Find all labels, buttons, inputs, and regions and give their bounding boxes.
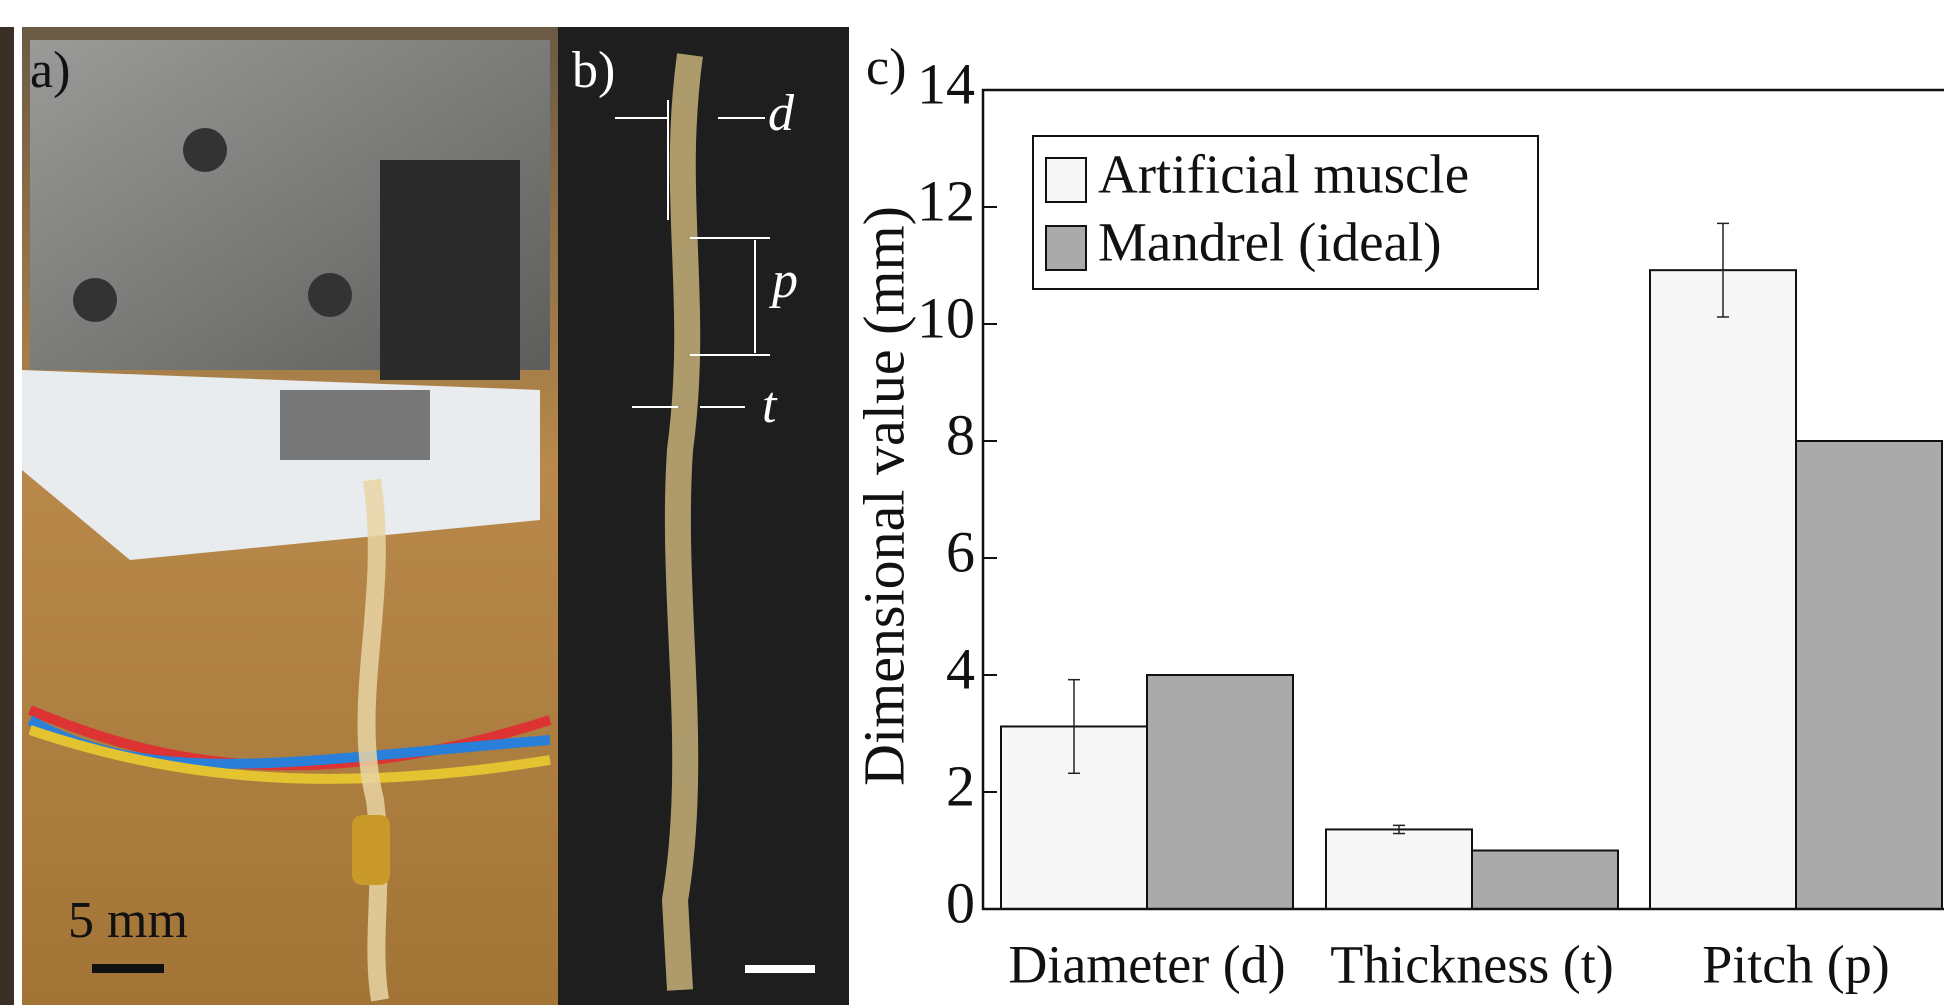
bar — [1796, 441, 1942, 909]
x-tick-label: Pitch (p) — [1702, 934, 1889, 994]
photo-b — [558, 27, 849, 1005]
bar — [1650, 270, 1796, 909]
panel-label: c) — [866, 39, 906, 96]
y-axis-label: Dimensional value (mm) — [851, 206, 916, 786]
y-tick-label: 6 — [946, 519, 975, 584]
panel-label: a) — [30, 42, 70, 99]
legend-swatch — [1046, 158, 1086, 202]
x-tick-label: Diameter (d) — [1008, 934, 1285, 994]
legend-label: Artificial muscle — [1098, 144, 1469, 205]
bar — [1472, 851, 1618, 910]
legend-label: Mandrel (ideal) — [1098, 212, 1442, 273]
bar — [1326, 829, 1472, 909]
annotation: t — [762, 377, 778, 434]
y-tick-label: 2 — [946, 753, 975, 818]
y-tick-label: 10 — [917, 285, 975, 350]
y-tick-label: 12 — [917, 168, 975, 233]
photo-a — [0, 27, 558, 1005]
annotation: p — [768, 252, 798, 309]
x-tick-label: Thickness (t) — [1330, 934, 1613, 994]
panel-label: b) — [572, 42, 615, 99]
legend-swatch — [1046, 226, 1086, 270]
annotation: d — [768, 85, 795, 142]
y-tick-label: 8 — [946, 402, 975, 467]
scale-bar-label: 5 mm — [68, 892, 188, 949]
y-tick-label: 4 — [946, 636, 975, 701]
figure: a) 5 mm b) d p t c) Dimensional value (m… — [0, 0, 1944, 1005]
y-tick-label: 0 — [946, 870, 975, 935]
y-tick-label: 14 — [917, 51, 975, 116]
bar — [1147, 675, 1293, 909]
